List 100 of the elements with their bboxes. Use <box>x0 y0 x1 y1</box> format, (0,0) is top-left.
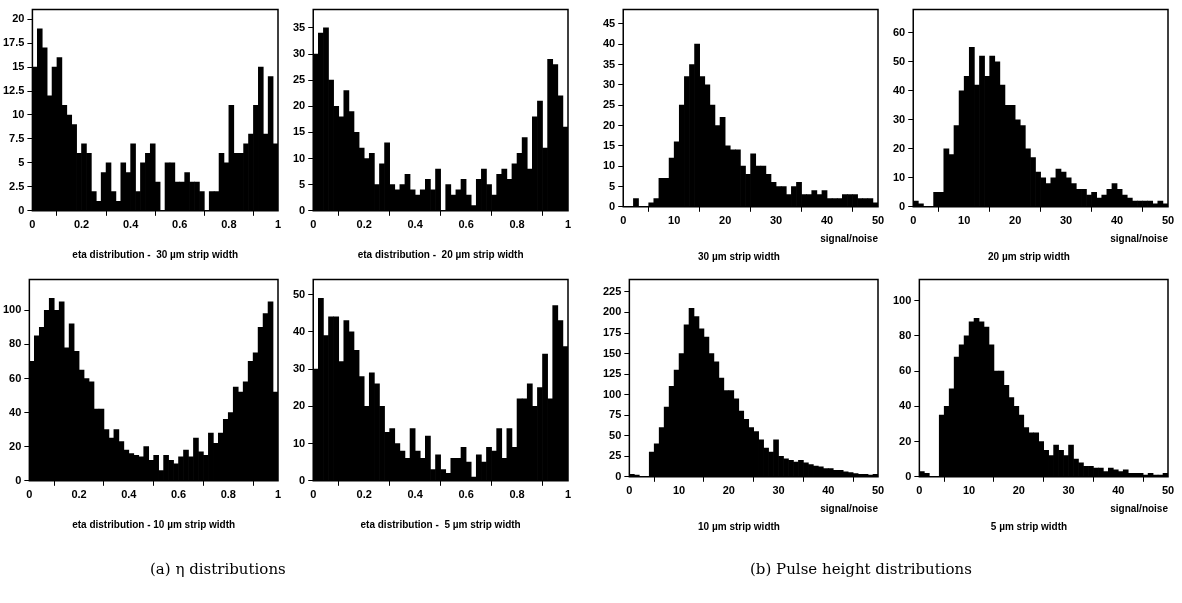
y-tick-label: 0 <box>609 199 616 212</box>
text: (a) η distributions <box>150 560 286 578</box>
text: 20 µm strip width <box>988 250 1070 262</box>
y-tick-label: 30 <box>602 77 616 90</box>
x-tick-label: 0.6 <box>172 218 188 231</box>
y-tick-label: 35 <box>602 57 616 70</box>
x-tick-label: 0 <box>26 488 33 501</box>
y-tick-label: 7.5 <box>9 131 25 144</box>
y-tick-label: 175 <box>602 326 622 339</box>
x-tick-label: 50 <box>1161 484 1175 497</box>
x-tick-label: 30 <box>1059 214 1073 227</box>
x-tick-label: 40 <box>820 214 834 227</box>
y-tick-label: 0 <box>899 199 906 212</box>
x-tick-label: 30 <box>1062 484 1075 497</box>
y-tick-label: 60 <box>892 25 906 38</box>
y-tick-label: 100 <box>2 303 22 316</box>
x-tick-label: 1 <box>274 488 282 501</box>
y-tick-label: 150 <box>602 346 622 359</box>
x-tick-label: 0.6 <box>458 488 474 501</box>
x-tick-label: 50 <box>871 214 885 227</box>
x-tick-label: 30 <box>772 484 785 497</box>
y-tick-label: 125 <box>602 367 622 380</box>
x-tick-label: 0.4 <box>121 488 138 501</box>
y-tick-label: 15 <box>12 60 25 73</box>
x-tick-label: 50 <box>871 484 885 497</box>
y-tick-label: 15 <box>292 125 306 138</box>
x-tick-label: 30 <box>769 214 783 227</box>
y-tick-label: 5 <box>299 177 306 190</box>
x-axis-title: eta distribution - 20 µm strip width <box>357 248 524 260</box>
x-tick-label: 10 <box>958 214 971 227</box>
y-tick-label: 20 <box>292 399 306 412</box>
x-axis-title: eta distribution - 30 µm strip width <box>72 248 239 260</box>
x-tick-label: 20 <box>719 214 732 227</box>
x-tick-label: 0.8 <box>221 218 237 231</box>
x-tick-label: 40 <box>1110 214 1124 227</box>
x-axis-title: signal/noise <box>1110 502 1169 514</box>
y-tick-label: 20 <box>12 12 25 25</box>
x-tick-label: 10 <box>962 484 976 497</box>
x-tick-label: 1 <box>564 218 572 231</box>
x-tick-label: 0 <box>310 218 317 231</box>
y-tick-label: 40 <box>9 405 22 418</box>
y-tick-label: 30 <box>892 112 906 125</box>
text: 30 µm strip width <box>698 250 780 262</box>
x-tick-label: 0.4 <box>123 218 140 231</box>
y-tick-label: 50 <box>292 287 306 300</box>
x-tick-label: 10 <box>672 484 686 497</box>
y-tick-label: 10 <box>292 436 306 449</box>
y-tick-label: 5 <box>609 179 616 192</box>
y-tick-label: 0 <box>299 473 306 486</box>
x-tick-label: 0.2 <box>71 488 87 501</box>
y-tick-label: 0 <box>18 203 25 216</box>
x-tick-label: 0.8 <box>220 488 236 501</box>
x-tick-label: 0.4 <box>407 488 424 501</box>
y-tick-label: 200 <box>602 305 622 318</box>
x-tick-label: 1 <box>564 488 572 501</box>
y-tick-label: 10 <box>892 170 906 183</box>
x-axis-title: signal/noise <box>820 502 879 514</box>
y-tick-label: 17.5 <box>2 36 25 49</box>
x-tick-label: 0 <box>29 218 36 231</box>
y-tick-label: 2.5 <box>9 179 25 192</box>
y-tick-label: 80 <box>899 328 912 341</box>
y-tick-label: 40 <box>892 83 906 96</box>
x-tick-label: 0.4 <box>407 218 424 231</box>
y-tick-label: 0 <box>905 469 912 482</box>
y-tick-label: 25 <box>602 98 616 111</box>
y-tick-label: 12.5 <box>2 84 25 97</box>
x-axis-title: signal/noise <box>1110 232 1169 244</box>
x-axis-title: eta distribution - 10 µm strip width <box>72 518 236 530</box>
y-tick-label: 20 <box>602 118 616 131</box>
x-tick-label: 1 <box>274 218 282 231</box>
y-tick-label: 20 <box>292 99 306 112</box>
y-tick-label: 10 <box>12 108 25 121</box>
y-tick-label: 10 <box>292 151 306 164</box>
x-tick-label: 0 <box>310 488 317 501</box>
y-tick-label: 50 <box>892 54 906 67</box>
x-tick-label: 0 <box>916 484 923 497</box>
x-tick-label: 20 <box>722 484 735 497</box>
y-tick-label: 0 <box>15 473 22 486</box>
y-tick-label: 75 <box>609 408 622 421</box>
y-tick-label: 20 <box>892 141 906 154</box>
y-tick-label: 30 <box>292 47 306 60</box>
y-tick-label: 100 <box>602 387 622 400</box>
y-tick-label: 15 <box>602 138 616 151</box>
x-tick-label: 20 <box>1009 214 1022 227</box>
x-tick-label: 0.8 <box>509 488 525 501</box>
y-tick-label: 10 <box>602 159 616 172</box>
y-tick-label: 45 <box>602 16 616 29</box>
y-tick-label: 80 <box>9 337 22 350</box>
y-tick-label: 30 <box>292 362 306 375</box>
x-tick-label: 0.6 <box>458 218 474 231</box>
x-tick-label: 40 <box>822 484 835 497</box>
y-tick-label: 25 <box>292 73 306 86</box>
x-axis-title: signal/noise <box>820 232 879 244</box>
x-tick-label: 0 <box>626 484 633 497</box>
x-tick-label: 10 <box>668 214 681 227</box>
y-tick-label: 20 <box>899 434 912 447</box>
text: 5 µm strip width <box>990 520 1068 532</box>
x-axis-title: eta distribution - 5 µm strip width <box>360 518 521 530</box>
x-tick-label: 0.2 <box>356 488 372 501</box>
y-tick-label: 40 <box>899 399 912 412</box>
